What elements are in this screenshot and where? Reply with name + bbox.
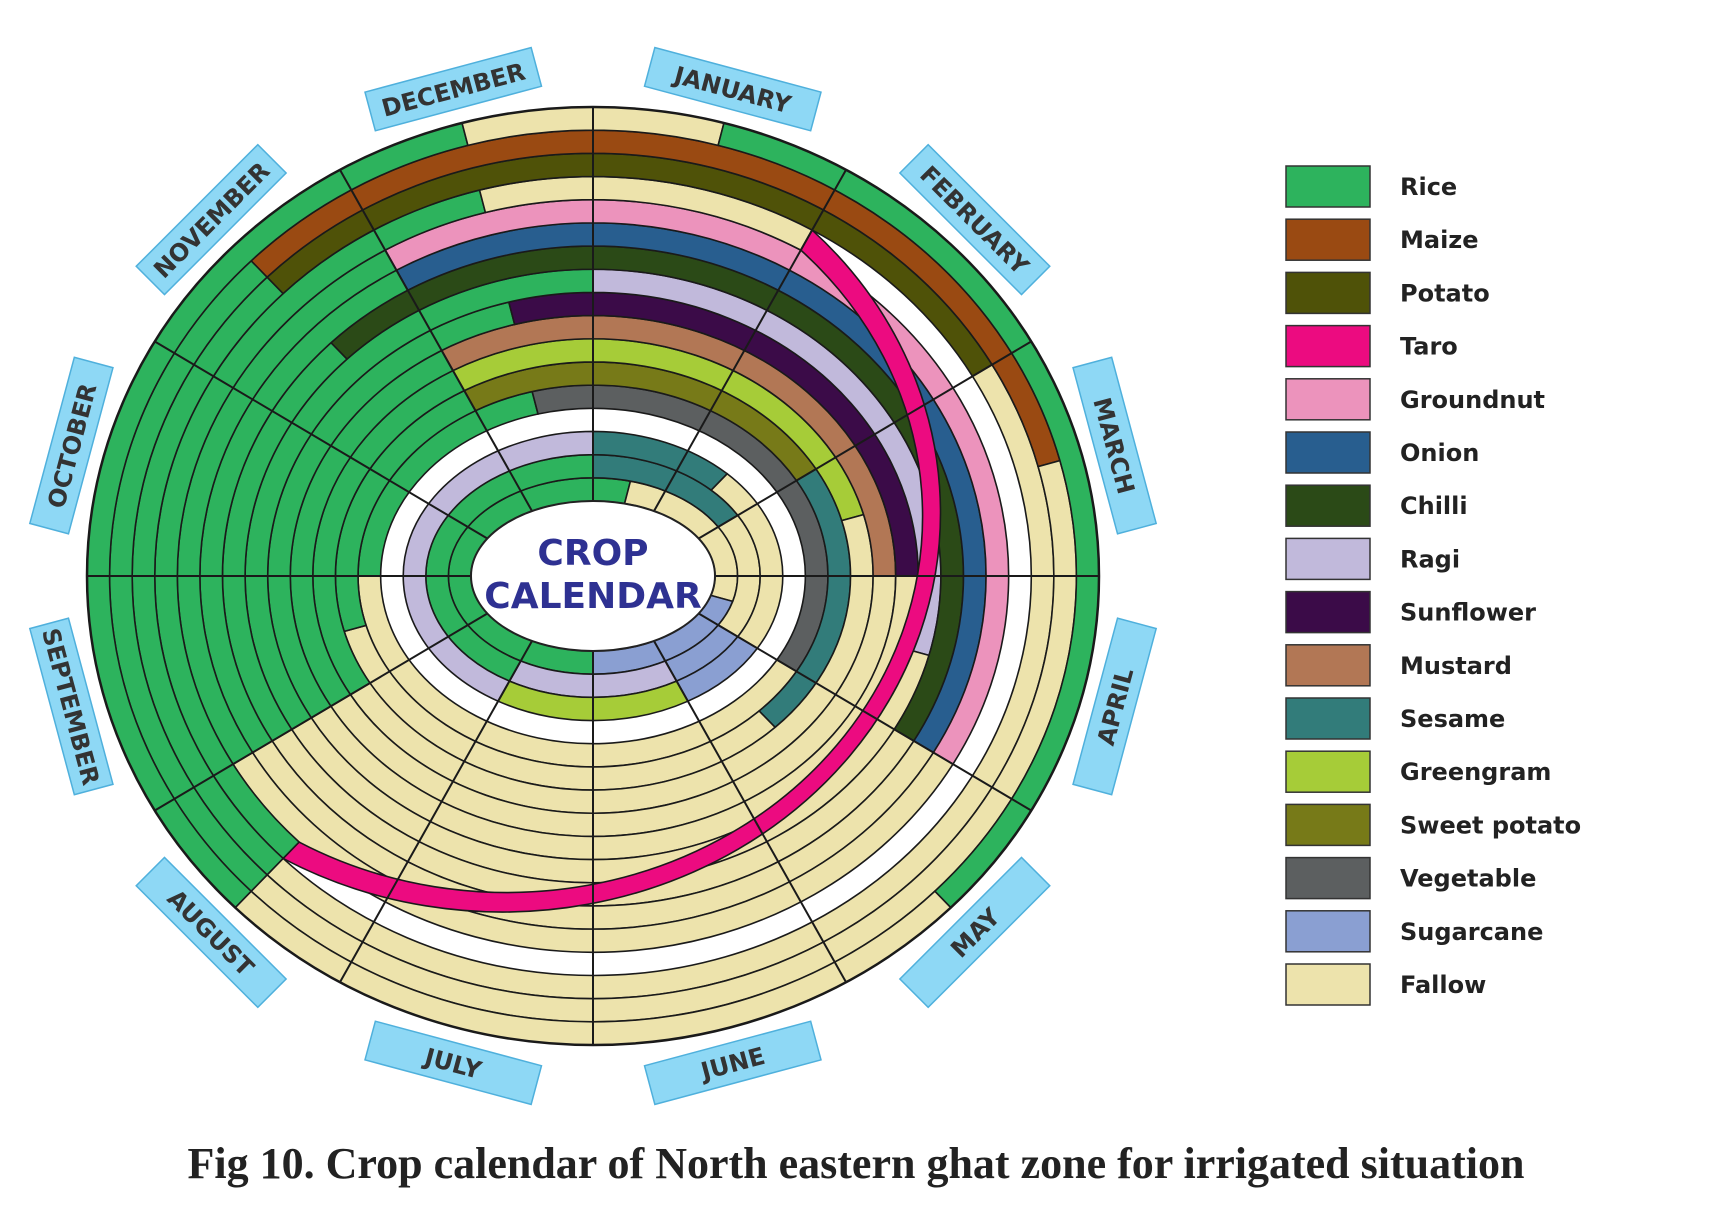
legend-swatch bbox=[1285, 218, 1371, 261]
center-title-line-1: CROP bbox=[537, 533, 648, 574]
legend-label: Sweet potato bbox=[1400, 811, 1581, 839]
legend-swatch bbox=[1285, 644, 1371, 687]
legend-label: Groundnut bbox=[1400, 386, 1545, 414]
month-tab bbox=[135, 856, 288, 1009]
month-label-january: JANUARY bbox=[643, 46, 822, 132]
legend-item-greengram: Greengram bbox=[1285, 750, 1551, 793]
month-tab bbox=[28, 356, 114, 535]
month-tab bbox=[643, 46, 822, 132]
legend-label: Vegetable bbox=[1400, 865, 1536, 893]
month-label-july: JULY bbox=[364, 1020, 543, 1106]
legend-item-sugarcane: Sugarcane bbox=[1285, 910, 1543, 953]
month-tab bbox=[898, 856, 1051, 1009]
legend-label: Taro bbox=[1400, 333, 1458, 361]
legend-label: Potato bbox=[1400, 279, 1490, 307]
month-tab bbox=[1072, 617, 1158, 796]
legend-item-maize: Maize bbox=[1285, 218, 1479, 261]
month-label-march: MARCH bbox=[1072, 356, 1158, 535]
legend-label: Chilli bbox=[1400, 492, 1468, 520]
month-tab bbox=[1072, 356, 1158, 535]
legend: Rice Maize Potato Taro Groundnut Onion Chilli R… bbox=[1285, 165, 1581, 1006]
legend-swatch bbox=[1285, 484, 1371, 527]
month-divider bbox=[698, 340, 1032, 540]
legend-label: Maize bbox=[1400, 226, 1479, 254]
wheel-outline bbox=[85, 105, 1101, 1047]
legend-swatch bbox=[1285, 963, 1371, 1006]
month-label-april: APRIL bbox=[1072, 617, 1158, 796]
legend-swatch bbox=[1285, 324, 1371, 368]
legend-item-vegetable: Vegetable bbox=[1285, 856, 1536, 900]
legend-label: Sugarcane bbox=[1400, 918, 1543, 946]
legend-swatch bbox=[1285, 165, 1371, 208]
legend-item-sweet-potato: Sweet potato bbox=[1285, 803, 1581, 847]
legend-item-taro: Taro bbox=[1285, 324, 1458, 368]
month-tab bbox=[364, 46, 543, 132]
legend-swatch bbox=[1285, 431, 1371, 474]
month-divider bbox=[154, 612, 488, 812]
legend-label: Greengram bbox=[1400, 758, 1551, 786]
month-tab bbox=[135, 143, 288, 296]
legend-swatch bbox=[1285, 856, 1371, 900]
legend-swatch bbox=[1285, 697, 1371, 740]
center-title-line-2: CALENDAR bbox=[484, 576, 701, 617]
legend-swatch bbox=[1285, 537, 1371, 581]
legend-item-rice: Rice bbox=[1285, 165, 1457, 208]
month-divider bbox=[653, 640, 847, 983]
legend-swatch bbox=[1285, 590, 1371, 634]
legend-label: Fallow bbox=[1400, 971, 1486, 999]
legend-item-chilli: Chilli bbox=[1285, 484, 1468, 527]
month-tab bbox=[364, 1020, 543, 1106]
legend-item-sunflower: Sunflower bbox=[1285, 590, 1536, 634]
legend-item-fallow: Fallow bbox=[1285, 963, 1486, 1006]
legend-label: Mustard bbox=[1400, 652, 1512, 680]
month-tab bbox=[643, 1020, 822, 1106]
month-divider bbox=[154, 340, 488, 540]
legend-item-potato: Potato bbox=[1285, 271, 1490, 315]
legend-item-onion: Onion bbox=[1285, 431, 1479, 474]
center-label: CROP CALENDAR bbox=[470, 500, 716, 652]
month-divider bbox=[339, 169, 533, 512]
legend-item-groundnut: Groundnut bbox=[1285, 378, 1545, 421]
legend-item-sesame: Sesame bbox=[1285, 697, 1505, 740]
legend-label: Rice bbox=[1400, 173, 1457, 201]
legend-swatch bbox=[1285, 271, 1371, 315]
legend-label: Ragi bbox=[1400, 545, 1460, 573]
month-divider bbox=[339, 640, 533, 983]
legend-label: Sesame bbox=[1400, 705, 1505, 733]
month-tab bbox=[28, 617, 114, 796]
legend-item-mustard: Mustard bbox=[1285, 644, 1512, 687]
legend-swatch bbox=[1285, 378, 1371, 421]
legend-swatch bbox=[1285, 910, 1371, 953]
month-divider bbox=[653, 169, 847, 512]
legend-swatch bbox=[1285, 750, 1371, 793]
legend-swatch bbox=[1285, 803, 1371, 847]
month-tab bbox=[898, 143, 1051, 296]
figure-caption: Fig 10. Crop calendar of North eastern g… bbox=[187, 1139, 1525, 1188]
month-divider bbox=[698, 612, 1032, 812]
legend-label: Sunflower bbox=[1400, 599, 1536, 627]
legend-item-ragi: Ragi bbox=[1285, 537, 1460, 581]
legend-label: Onion bbox=[1400, 439, 1479, 467]
center-ellipse bbox=[470, 500, 716, 652]
